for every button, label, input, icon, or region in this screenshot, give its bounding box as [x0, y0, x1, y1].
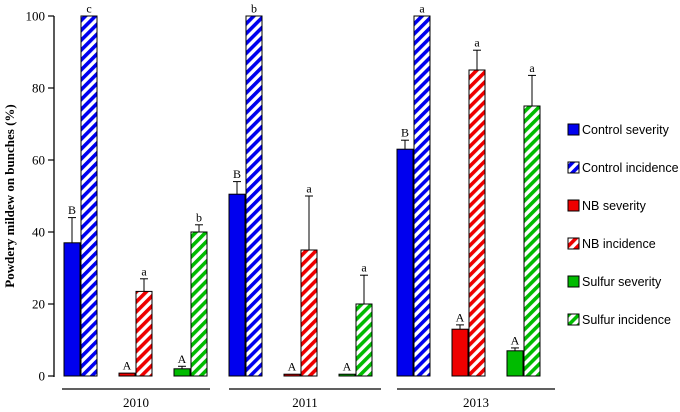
legend-swatch [567, 123, 580, 136]
legend-swatch [567, 237, 580, 250]
bar [245, 15, 263, 377]
significance-letter: A [288, 360, 297, 374]
significance-letter: B [401, 126, 409, 140]
legend-swatch [567, 199, 580, 212]
significance-letter: a [306, 182, 312, 196]
legend-swatch [567, 313, 580, 326]
bar [396, 148, 414, 377]
bar [118, 372, 136, 377]
bar [63, 242, 81, 377]
significance-letter: b [196, 210, 202, 224]
bar [283, 373, 301, 377]
bar [80, 15, 98, 377]
y-tick-label: 80 [32, 81, 45, 96]
bar [523, 105, 541, 377]
legend-label: Sulfur severity [582, 275, 662, 289]
bar [413, 15, 431, 377]
significance-letter: A [456, 310, 465, 324]
bar [135, 290, 153, 377]
bar [468, 69, 486, 377]
y-axis-title-group: Powdery mildew on bunches (%) [2, 104, 17, 287]
y-tick-label: 100 [26, 9, 46, 24]
bar [338, 373, 356, 377]
bar [506, 350, 524, 377]
significance-letter: a [529, 61, 535, 75]
significance-letter: A [511, 333, 520, 347]
y-tick-label: 60 [32, 153, 45, 168]
significance-letter: B [68, 203, 76, 217]
significance-letter: c [86, 2, 91, 16]
bar [355, 303, 373, 377]
significance-letter: a [419, 2, 425, 16]
significance-letter: a [141, 264, 147, 278]
y-tick-label: 40 [32, 225, 45, 240]
x-category-label: 2011 [292, 395, 318, 410]
significance-letter: b [251, 2, 257, 16]
legend-label: NB incidence [582, 237, 656, 251]
legend-swatch [567, 275, 580, 288]
legend-label: Sulfur incidence [582, 313, 671, 327]
axes: 0 20 40 60 80 100 2010 2011 2013 [26, 9, 555, 410]
bar [173, 368, 191, 377]
x-category-label: 2010 [123, 395, 149, 410]
x-category-label: 2013 [463, 395, 489, 410]
legend: Control severity Control incidence NB seve… [567, 123, 679, 327]
legend-label: NB severity [582, 199, 647, 213]
bars: Bc Aa Ab Bb Aa Aa Ba Aa Aa [63, 2, 541, 377]
bar [228, 193, 246, 377]
significance-letter: a [361, 261, 367, 275]
legend-label: Control incidence [582, 161, 679, 175]
y-tick-label: 20 [32, 297, 45, 312]
significance-letter: a [474, 36, 480, 50]
bar [190, 231, 208, 377]
y-axis-title: Powdery mildew on bunches (%) [2, 104, 17, 287]
y-tick-label: 0 [39, 369, 46, 384]
significance-letter: A [178, 352, 187, 366]
significance-letter: A [343, 360, 352, 374]
legend-label: Control severity [582, 123, 670, 137]
significance-letter: B [233, 167, 241, 181]
bar [300, 249, 318, 377]
legend-swatch [567, 161, 580, 174]
bar [451, 328, 469, 377]
significance-letter: A [123, 359, 132, 373]
